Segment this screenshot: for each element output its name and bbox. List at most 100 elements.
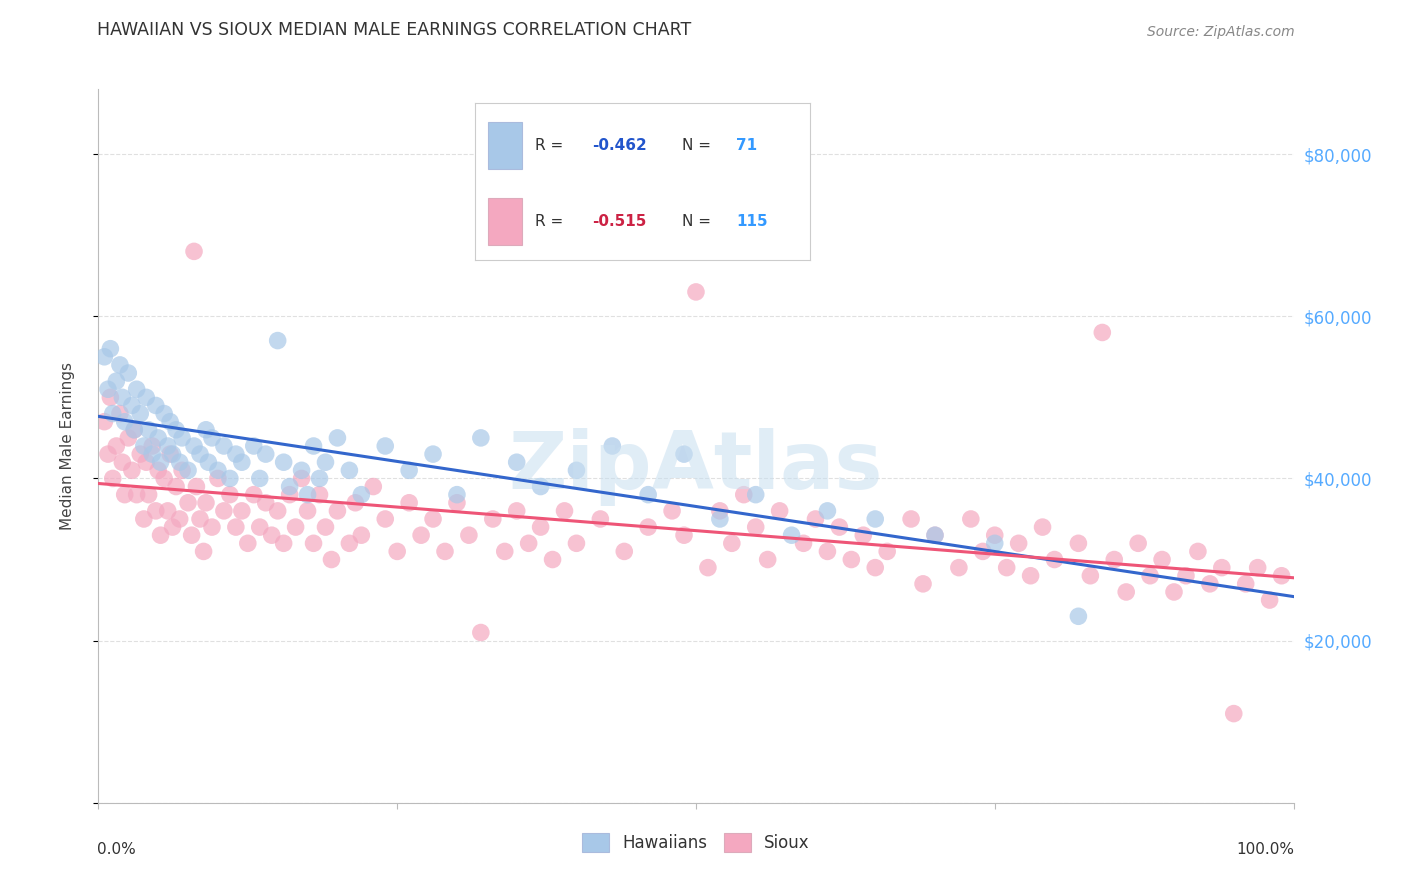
Point bbox=[114, 415, 136, 429]
Point bbox=[188, 447, 211, 461]
Point bbox=[93, 415, 115, 429]
Point bbox=[1199, 577, 1222, 591]
Point bbox=[114, 488, 136, 502]
Point bbox=[1234, 577, 1257, 591]
Point bbox=[768, 504, 790, 518]
Point bbox=[1211, 560, 1233, 574]
Point bbox=[156, 439, 179, 453]
Text: HAWAIIAN VS SIOUX MEDIAN MALE EARNINGS CORRELATION CHART: HAWAIIAN VS SIOUX MEDIAN MALE EARNINGS C… bbox=[97, 21, 692, 39]
Point bbox=[177, 463, 200, 477]
Point bbox=[841, 552, 863, 566]
Point bbox=[1139, 568, 1161, 582]
Point bbox=[685, 285, 707, 299]
Point bbox=[1128, 536, 1150, 550]
Point bbox=[97, 447, 120, 461]
Point bbox=[197, 455, 219, 469]
Point bbox=[186, 479, 208, 493]
Point bbox=[284, 520, 307, 534]
Point bbox=[254, 447, 277, 461]
Point bbox=[93, 350, 115, 364]
Point bbox=[297, 488, 319, 502]
Point bbox=[1008, 536, 1031, 550]
Point bbox=[733, 488, 755, 502]
Point bbox=[446, 488, 468, 502]
Point bbox=[1043, 552, 1066, 566]
Point bbox=[243, 488, 266, 502]
Point bbox=[129, 447, 152, 461]
Point bbox=[145, 504, 167, 518]
Point bbox=[177, 496, 200, 510]
Point bbox=[1271, 568, 1294, 582]
Point bbox=[132, 439, 155, 453]
Point bbox=[165, 479, 187, 493]
Point bbox=[101, 471, 124, 485]
Point bbox=[434, 544, 457, 558]
Point bbox=[780, 528, 803, 542]
Point bbox=[530, 520, 553, 534]
Point bbox=[141, 439, 163, 453]
Point bbox=[302, 439, 325, 453]
Point bbox=[98, 342, 122, 356]
Point bbox=[254, 496, 277, 510]
Point bbox=[145, 399, 167, 413]
Point bbox=[960, 512, 983, 526]
Point bbox=[865, 512, 887, 526]
Point bbox=[565, 463, 588, 477]
Y-axis label: Median Male Earnings: Median Male Earnings bbox=[60, 362, 75, 530]
Point bbox=[1163, 585, 1185, 599]
Point bbox=[236, 536, 259, 550]
Point bbox=[1187, 544, 1209, 558]
Point bbox=[183, 439, 205, 453]
Point bbox=[422, 447, 444, 461]
Point bbox=[804, 512, 827, 526]
Point bbox=[172, 463, 194, 477]
Point bbox=[260, 528, 283, 542]
Point bbox=[385, 544, 409, 558]
Point bbox=[374, 512, 396, 526]
Point bbox=[1223, 706, 1246, 721]
Point bbox=[865, 560, 887, 574]
Point bbox=[135, 390, 157, 404]
Point bbox=[815, 504, 838, 518]
Point bbox=[278, 488, 301, 502]
Point bbox=[162, 520, 184, 534]
Point bbox=[481, 512, 505, 526]
Text: ZipAtlas: ZipAtlas bbox=[509, 428, 883, 507]
Point bbox=[470, 431, 492, 445]
Point bbox=[1067, 536, 1090, 550]
Point bbox=[121, 399, 143, 413]
Point bbox=[350, 488, 373, 502]
Point bbox=[1258, 593, 1281, 607]
Point bbox=[156, 504, 179, 518]
Point bbox=[541, 552, 564, 566]
Point bbox=[530, 479, 553, 493]
Point bbox=[565, 536, 588, 550]
Point bbox=[315, 520, 337, 534]
Point bbox=[231, 504, 253, 518]
Point bbox=[470, 625, 492, 640]
Point bbox=[900, 512, 922, 526]
Point bbox=[195, 496, 218, 510]
Point bbox=[326, 504, 349, 518]
Point bbox=[876, 544, 898, 558]
Point bbox=[138, 423, 160, 437]
Point bbox=[422, 512, 444, 526]
Point bbox=[828, 520, 851, 534]
Point bbox=[344, 496, 367, 510]
Point bbox=[111, 390, 134, 404]
Point bbox=[129, 407, 152, 421]
Point bbox=[756, 552, 779, 566]
Point bbox=[273, 536, 295, 550]
Text: 100.0%: 100.0% bbox=[1237, 842, 1295, 857]
Point bbox=[121, 463, 143, 477]
Point bbox=[308, 488, 330, 502]
Point bbox=[124, 423, 146, 437]
Point bbox=[995, 560, 1018, 574]
Point bbox=[105, 374, 128, 388]
Point bbox=[350, 528, 373, 542]
Point bbox=[446, 496, 468, 510]
Point bbox=[249, 520, 271, 534]
Point bbox=[1104, 552, 1126, 566]
Point bbox=[852, 528, 875, 542]
Point bbox=[117, 431, 139, 445]
